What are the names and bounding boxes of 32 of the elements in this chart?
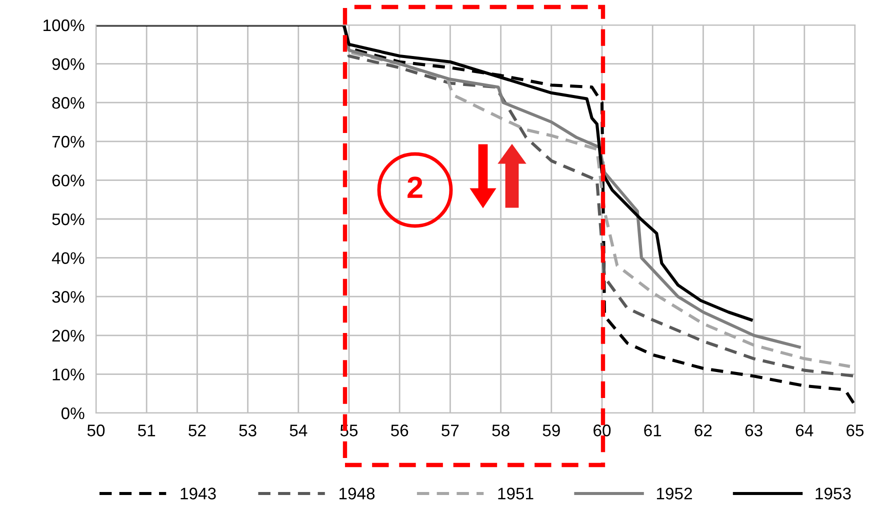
y-tick-label: 20% <box>52 330 84 342</box>
x-tick-label: 64 <box>796 424 814 436</box>
x-tick-label: 65 <box>846 424 864 436</box>
x-tick-label: 57 <box>442 424 459 436</box>
y-tick-label: 100% <box>44 19 84 32</box>
y-tick-label: 80% <box>52 97 84 109</box>
y-tick-label: 90% <box>52 58 84 70</box>
x-tick-label: 50 <box>87 424 105 436</box>
y-tick-label: 60% <box>52 174 84 186</box>
x-tick-label: 61 <box>644 424 662 436</box>
x-tick-label: 52 <box>188 424 206 436</box>
y-tick-label: 10% <box>52 368 84 380</box>
x-tick-label: 60 <box>594 424 611 436</box>
y-tick-label: 50% <box>52 213 84 226</box>
x-tick-label: 51 <box>138 424 156 436</box>
x-tick-label: 63 <box>745 424 762 436</box>
x-tick-label: 56 <box>391 424 408 436</box>
legend-label: 1943 <box>180 488 216 500</box>
x-tick-label: 58 <box>492 424 510 436</box>
x-tick-label: 62 <box>694 424 712 436</box>
x-tick-label: 53 <box>239 424 256 436</box>
y-tick-label: 0% <box>61 407 84 420</box>
legend-label: 1951 <box>498 488 534 500</box>
legend-label: 1948 <box>339 488 375 500</box>
y-tick-label: 30% <box>52 291 84 303</box>
annotation: 2 <box>408 176 422 198</box>
legend-label: 1953 <box>816 488 851 500</box>
y-tick-label: 70% <box>52 136 84 148</box>
y-tick-label: 40% <box>52 252 84 264</box>
x-tick-label: 59 <box>542 424 560 436</box>
legend-label: 1952 <box>656 488 692 500</box>
x-tick-label: 54 <box>290 424 308 436</box>
